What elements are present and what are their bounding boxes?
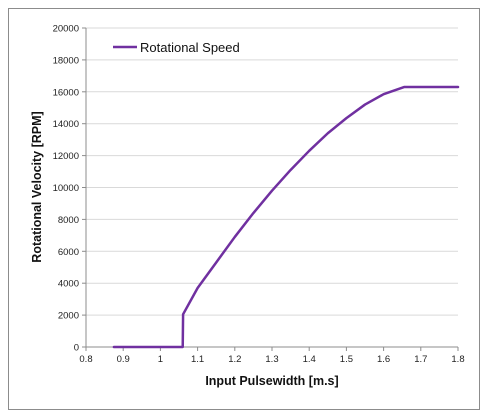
x-tick-label-1.1: 1.1	[191, 354, 204, 365]
x-tick-label-0.9: 0.9	[117, 354, 130, 365]
y-axis-title: Rotational Velocity [RPM]	[30, 111, 44, 262]
x-tick-label-0.8: 0.8	[79, 354, 92, 365]
y-tick-label-8000: 8000	[58, 215, 79, 226]
x-tick-label-1.3: 1.3	[265, 354, 278, 365]
x-tick-label-1.4: 1.4	[303, 354, 316, 365]
x-tick-label-1.6: 1.6	[377, 354, 390, 365]
y-tick-label-4000: 4000	[58, 279, 79, 290]
series-group	[112, 85, 460, 349]
x-tick-label-1: 1	[158, 354, 163, 365]
x-tick-labels: 0.8 0.9 1 1.1 1.2 1.3 1.4 1.5 1.6 1.7 1.8	[79, 347, 465, 365]
y-tick-label-12000: 12000	[53, 151, 79, 162]
x-tick-label-1.5: 1.5	[340, 354, 353, 365]
y-tick-label-14000: 14000	[53, 119, 79, 130]
y-tick-labels: 0 2000 4000 6000 8000 10000 12000 14000 16000 180…	[53, 24, 86, 354]
x-tick-label-1.8: 1.8	[451, 354, 464, 365]
y-tick-label-20000: 20000	[53, 24, 79, 35]
y-tick-label-2000: 2000	[58, 311, 79, 322]
y-tick-label-10000: 10000	[53, 183, 79, 194]
legend-label-rotational-speed: Rotational Speed	[140, 40, 240, 55]
legend: Rotational Speed	[113, 40, 240, 55]
y-tick-label-16000: 16000	[53, 87, 79, 98]
y-tick-label-18000: 18000	[53, 55, 79, 66]
grid-lines	[86, 27, 458, 316]
series-line-0	[112, 85, 460, 349]
chart-frame	[8, 8, 480, 410]
x-tick-label-1.2: 1.2	[228, 354, 241, 365]
x-tick-label-1.7: 1.7	[414, 354, 427, 365]
x-axis-title: Input Pulsewidth [m.s]	[205, 374, 338, 388]
y-tick-label-6000: 6000	[58, 247, 79, 258]
y-tick-label-0: 0	[74, 343, 79, 354]
